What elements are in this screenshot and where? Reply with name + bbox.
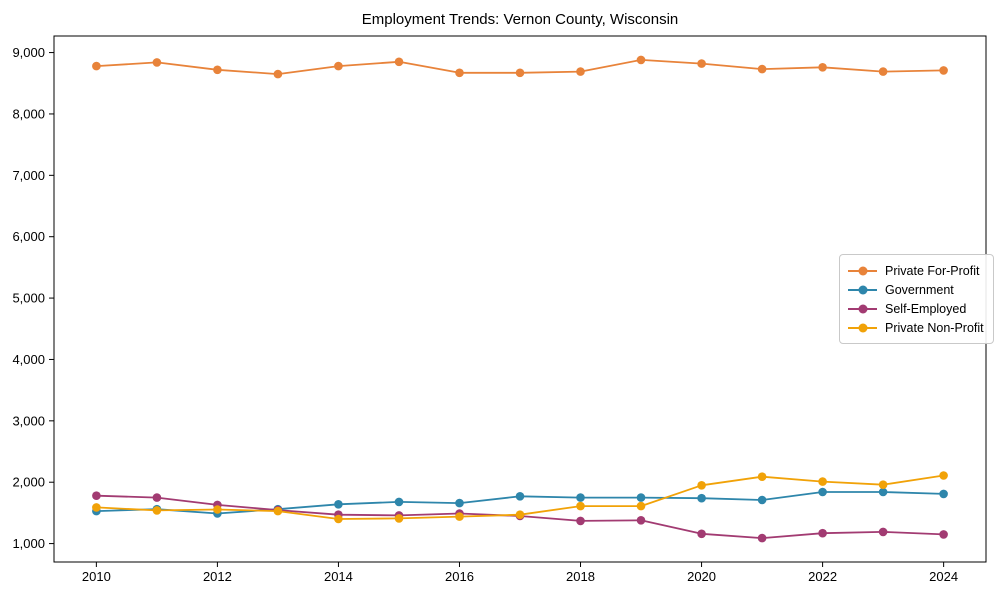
data-point <box>757 64 767 74</box>
data-point <box>273 69 283 79</box>
legend-box: Private For-Profit Government Self-Employe… <box>839 254 994 344</box>
legend-label: Government <box>885 282 954 297</box>
legend-entry: Government <box>848 280 984 299</box>
y-tick-label: 7,000 <box>12 168 45 183</box>
data-point <box>697 481 706 490</box>
data-point <box>515 68 525 78</box>
legend-label: Private For-Profit <box>885 263 980 278</box>
y-axis: 1,000 2,000 3,000 4,000 5,000 6,000 7,000 8,000… <box>12 45 54 551</box>
data-point <box>334 514 343 524</box>
data-point <box>818 487 827 497</box>
x-tick-label: 2022 <box>808 569 837 584</box>
legend-line-dot-icon <box>848 266 877 276</box>
data-point <box>939 530 948 539</box>
legend-line-dot-icon <box>848 323 877 333</box>
data-point <box>757 495 767 505</box>
legend-dot <box>858 285 867 294</box>
data-point <box>455 68 464 78</box>
data-point <box>92 503 101 512</box>
legend-entry: Private Non-Profit <box>848 318 984 337</box>
series-government <box>92 487 948 518</box>
data-point <box>394 497 404 507</box>
legend-line-dot-icon <box>848 285 877 295</box>
data-point <box>878 480 888 490</box>
data-point <box>273 506 283 516</box>
data-point <box>576 493 585 502</box>
legend-label: Self-Employed <box>885 301 967 316</box>
x-tick-label: 2016 <box>445 569 474 584</box>
data-point <box>152 58 162 67</box>
y-tick-label: 1,000 <box>12 536 45 551</box>
data-point <box>213 505 222 514</box>
data-point <box>92 61 101 71</box>
data-point <box>515 492 525 501</box>
x-tick-label: 2024 <box>929 569 958 584</box>
legend-line-dot-icon <box>848 304 877 314</box>
y-tick-label: 3,000 <box>12 413 45 428</box>
y-tick-label: 4,000 <box>12 352 45 367</box>
x-tick-label: 2018 <box>566 569 595 584</box>
legend-entry: Private For-Profit <box>848 261 984 280</box>
data-point <box>394 514 404 523</box>
data-point <box>818 528 827 538</box>
data-point <box>636 516 646 525</box>
data-point <box>334 500 343 509</box>
y-tick-label: 8,000 <box>12 106 45 121</box>
data-point <box>152 493 162 502</box>
data-point <box>92 491 101 501</box>
data-point <box>576 516 585 526</box>
x-tick-label: 2020 <box>687 569 716 584</box>
x-tick-label: 2010 <box>82 569 111 584</box>
data-point <box>818 63 827 72</box>
x-tick-label: 2012 <box>203 569 232 584</box>
data-point <box>213 65 222 75</box>
y-tick-label: 6,000 <box>12 229 45 244</box>
y-tick-label: 5,000 <box>12 291 45 306</box>
data-point <box>394 57 404 67</box>
series-private-for-profit <box>92 55 948 79</box>
data-point <box>757 533 767 543</box>
series-private-non-profit <box>92 471 948 524</box>
legend-dot <box>858 304 867 313</box>
x-tick-label: 2014 <box>324 569 353 584</box>
data-point <box>636 55 646 65</box>
data-point <box>334 61 343 71</box>
data-point <box>878 67 888 76</box>
data-point <box>757 472 767 482</box>
data-point <box>939 471 948 480</box>
data-point <box>878 527 888 537</box>
data-point <box>818 477 827 486</box>
data-point <box>636 501 646 511</box>
x-axis: 2010 2012 2014 2016 2018 2020 2022 2024 <box>82 562 958 584</box>
data-point <box>939 489 948 499</box>
data-point <box>455 498 464 508</box>
data-point <box>576 67 585 76</box>
data-point <box>697 529 706 539</box>
data-point <box>515 510 525 519</box>
legend-dot <box>858 323 867 332</box>
data-point <box>455 512 464 521</box>
y-tick-label: 9,000 <box>12 45 45 60</box>
legend-dot <box>858 266 867 275</box>
data-point <box>878 487 888 497</box>
data-point <box>697 59 706 68</box>
data-point <box>636 493 646 502</box>
data-point <box>152 506 162 515</box>
y-tick-label: 2,000 <box>12 475 45 490</box>
chart-title: Employment Trends: Vernon County, Wiscon… <box>361 11 679 28</box>
legend-entry: Self-Employed <box>848 299 984 318</box>
data-point <box>697 493 706 503</box>
data-point <box>939 66 948 75</box>
legend-label: Private Non-Profit <box>885 320 984 335</box>
data-point <box>576 501 585 511</box>
